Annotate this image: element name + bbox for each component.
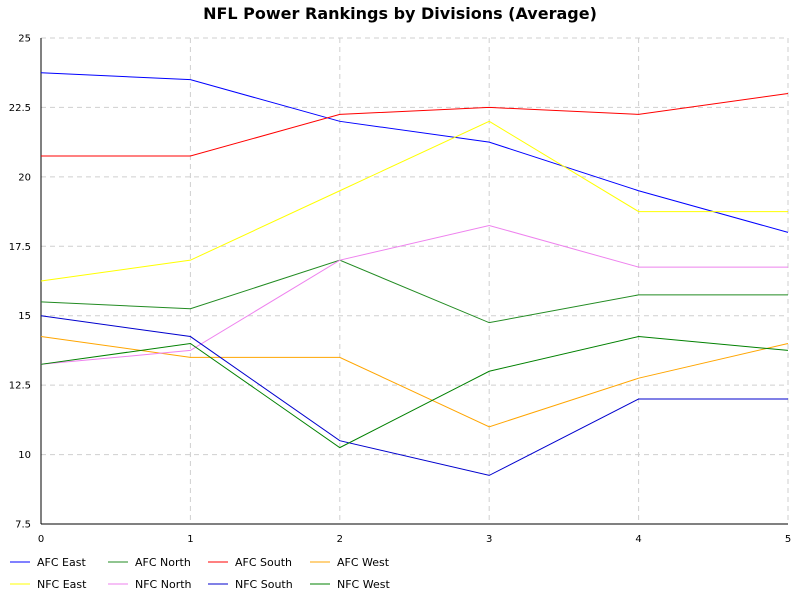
y-tick-label: 22.5 [9, 103, 31, 114]
x-tick-label: 2 [337, 534, 343, 545]
legend-label: NFC East [37, 578, 87, 591]
legend-label: NFC North [135, 578, 192, 591]
legend-label: AFC North [135, 556, 191, 569]
series-line-afc-west [40, 336, 789, 428]
y-tick-label: 7.5 [15, 520, 31, 531]
series-line-nfc-west [40, 336, 789, 449]
y-tick-label: 10 [18, 450, 31, 461]
legend-item: NFC East [10, 578, 87, 591]
legend-item: AFC South [208, 556, 292, 569]
series-line-nfc-east [40, 120, 788, 282]
legend-label: AFC West [337, 556, 390, 569]
x-tick-label: 3 [486, 534, 492, 545]
legend-item: NFC North [108, 578, 192, 591]
legend-label: NFC South [235, 578, 293, 591]
chart-title: NFL Power Rankings by Divisions (Average… [203, 4, 597, 23]
legend-item: AFC North [108, 556, 191, 569]
y-tick-label: 12.5 [9, 381, 31, 392]
legend-item: AFC East [10, 556, 86, 569]
x-tick-label: 1 [187, 534, 193, 545]
series-line-afc-north [40, 259, 788, 324]
x-tick-label: 5 [785, 534, 791, 545]
series-line-nfc-south [40, 315, 788, 476]
legend-label: AFC East [37, 556, 86, 569]
legend-item: NFC West [310, 578, 390, 591]
series-line-afc-east [40, 72, 789, 233]
legend-label: AFC South [235, 556, 292, 569]
legend-label: NFC West [337, 578, 390, 591]
legend-item: NFC South [208, 578, 293, 591]
x-tick-label: 0 [38, 534, 44, 545]
y-tick-label: 17.5 [9, 242, 31, 253]
y-tick-label: 20 [18, 172, 31, 183]
y-tick-label: 15 [18, 311, 31, 322]
axes: 7.5 10 12.5 15 17.5 20 22.5 25 0 1 2 3 4 5 [9, 34, 791, 546]
series-line-nfc-north [40, 224, 788, 365]
legend-item: AFC West [310, 556, 390, 569]
grid-lines [41, 37, 789, 524]
legend: AFC East AFC North AFC South AFC West NFC Ea… [10, 556, 390, 591]
series-line-afc-south [41, 93, 789, 157]
x-tick-label: 4 [635, 534, 641, 545]
y-tick-label: 25 [18, 34, 31, 45]
series-lines [40, 72, 789, 476]
